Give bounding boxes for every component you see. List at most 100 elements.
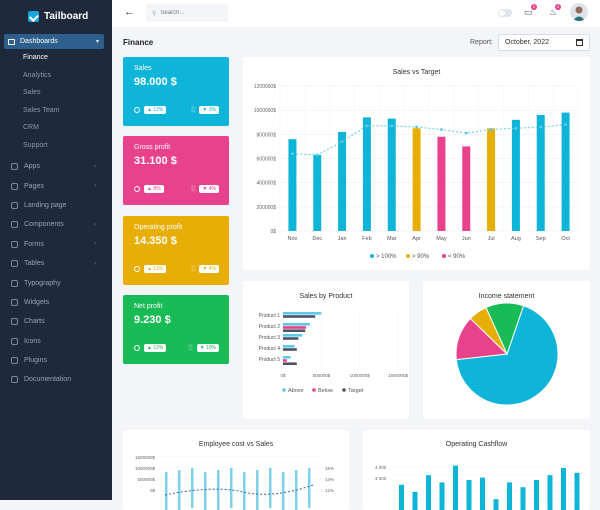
sidebar-item-forms[interactable]: Forms › <box>0 235 112 254</box>
bar-may[interactable] <box>437 136 446 231</box>
bar[interactable] <box>230 468 233 508</box>
sidebar-item-dashboards[interactable]: Dashboards ▾ <box>4 34 104 49</box>
cashflow-bar[interactable] <box>493 499 499 510</box>
bar-dec[interactable] <box>313 154 322 231</box>
target-point[interactable] <box>489 128 493 131</box>
avatar[interactable] <box>570 3 588 21</box>
bar-product-5[interactable] <box>283 356 291 359</box>
cashflow-bar[interactable] <box>412 492 418 510</box>
target-point[interactable] <box>464 131 468 135</box>
bar-product-1[interactable] <box>283 312 322 315</box>
bar-apr[interactable] <box>412 128 421 231</box>
sidebar-item-icons[interactable]: Icons <box>0 332 112 351</box>
bar-product-5[interactable] <box>283 362 297 365</box>
y-tick-label: 1200000$ <box>254 84 276 90</box>
cashflow-bar[interactable] <box>507 482 512 510</box>
target-point[interactable] <box>390 124 394 128</box>
back-arrow-icon[interactable]: ← <box>124 6 135 18</box>
bar[interactable] <box>217 470 220 510</box>
bar-sep[interactable] <box>536 115 545 231</box>
sidebar-subitem-analytics[interactable]: Analytics <box>23 71 52 79</box>
dark-mode-toggle[interactable] <box>498 9 512 17</box>
sidebar-subitem-crm[interactable]: CRM <box>23 124 39 132</box>
cashflow-bar[interactable] <box>574 472 580 510</box>
sidebar-item-pages[interactable]: Pages › <box>0 176 112 195</box>
sidebar-item-typography[interactable]: Typography <box>0 273 112 292</box>
brand[interactable]: Tailboard <box>0 0 112 32</box>
kpi-card-net-profit[interactable]: Net profit 9.230 $ ▲ 12% ░ ▼ 10% <box>123 295 229 364</box>
bar-product-5[interactable] <box>283 359 287 362</box>
sidebar-item-tables[interactable]: Tables › <box>0 254 112 273</box>
sidebar-item-apps[interactable]: Apps › <box>0 157 112 176</box>
bar[interactable] <box>243 472 246 510</box>
cashflow-bar[interactable] <box>480 477 485 510</box>
bar-product-3[interactable] <box>283 337 299 340</box>
bar-jul[interactable] <box>487 128 496 231</box>
bar-oct[interactable] <box>561 112 570 231</box>
target-point[interactable] <box>340 140 344 143</box>
bar-aug[interactable] <box>511 119 520 231</box>
bar-product-2[interactable] <box>283 329 306 332</box>
bar[interactable] <box>269 468 272 508</box>
pie-slice[interactable] <box>485 302 525 356</box>
pie-slice[interactable] <box>455 305 559 406</box>
cashflow-bar[interactable] <box>466 480 472 510</box>
bar-product-4[interactable] <box>283 345 295 348</box>
chart-title: Sales vs Target <box>392 69 441 76</box>
target-point[interactable] <box>315 153 319 157</box>
bar-product-2[interactable] <box>283 326 306 329</box>
sidebar-item-plugins[interactable]: Plugins <box>0 351 112 370</box>
sidebar-subitem-finance[interactable]: Finance <box>23 54 48 62</box>
cashflow-bar[interactable] <box>520 487 526 510</box>
bell-icon[interactable]: ♨ <box>549 7 558 17</box>
bar-product-1[interactable] <box>283 315 316 318</box>
cashflow-bar[interactable] <box>453 465 458 510</box>
kpi-card-operating-profit[interactable]: Operating profit 14.350 $ ▲ 11% ░ ▼ 4% <box>123 216 229 285</box>
bar-feb[interactable] <box>362 117 371 231</box>
sidebar-item-charts[interactable]: Charts <box>0 312 112 331</box>
target-point[interactable] <box>365 124 369 128</box>
target-point[interactable] <box>291 152 294 156</box>
bar-nov[interactable] <box>288 139 297 231</box>
cashflow-bar[interactable] <box>547 475 553 510</box>
bar[interactable] <box>282 472 285 510</box>
sidebar-subitem-sales-team[interactable]: Sales Team <box>23 106 60 114</box>
sidebar-subitem-sales[interactable]: Sales <box>23 89 41 97</box>
sidebar-item-widgets[interactable]: Widgets <box>0 293 112 312</box>
cashflow-bar[interactable] <box>399 484 404 510</box>
search-box[interactable]: ⚲ <box>146 4 228 22</box>
target-point[interactable] <box>539 125 543 129</box>
search-input[interactable] <box>160 10 221 16</box>
sidebar-item-components[interactable]: Components › <box>0 215 112 234</box>
target-point[interactable] <box>564 123 567 127</box>
bar-product-3[interactable] <box>283 334 303 337</box>
bar[interactable] <box>204 472 207 510</box>
chat-icon[interactable]: ▭ <box>524 7 533 17</box>
bar[interactable] <box>256 470 259 510</box>
target-point[interactable] <box>415 125 418 129</box>
bar[interactable] <box>308 468 311 508</box>
y-tick-label: 200000$ <box>257 205 277 211</box>
kpi-card-gross-profit[interactable]: Gross profit 31.100 $ ▲ 8% ░ ▼ 4% <box>123 136 229 205</box>
calendar-icon[interactable] <box>576 39 583 46</box>
cashflow-bar[interactable] <box>426 475 431 510</box>
bar[interactable] <box>165 472 168 510</box>
bar[interactable] <box>191 468 194 508</box>
sidebar-item-documentation[interactable]: Documentation <box>0 370 112 389</box>
cashflow-bar[interactable] <box>534 480 539 510</box>
sidebar-subitem-support[interactable]: Support <box>23 141 48 149</box>
bar-jun[interactable] <box>462 146 471 231</box>
kpi-card-sales[interactable]: Sales 98.000 $ ▲ 12% ░ ▼ 3% <box>123 57 229 126</box>
bar-mar[interactable] <box>387 118 396 231</box>
report-date-picker[interactable]: October, 2022 <box>498 34 590 51</box>
bar-product-4[interactable] <box>283 348 297 351</box>
sidebar-item-landing-page[interactable]: Landing page <box>0 196 112 215</box>
target-point[interactable] <box>440 128 443 131</box>
bar[interactable] <box>178 470 181 510</box>
bar-jan[interactable] <box>338 131 347 231</box>
cashflow-bar[interactable] <box>439 482 445 510</box>
target-point[interactable] <box>514 126 518 130</box>
chart-title: Sales by Product <box>299 293 353 300</box>
cashflow-bar[interactable] <box>561 468 566 510</box>
bar-product-2[interactable] <box>283 323 310 326</box>
